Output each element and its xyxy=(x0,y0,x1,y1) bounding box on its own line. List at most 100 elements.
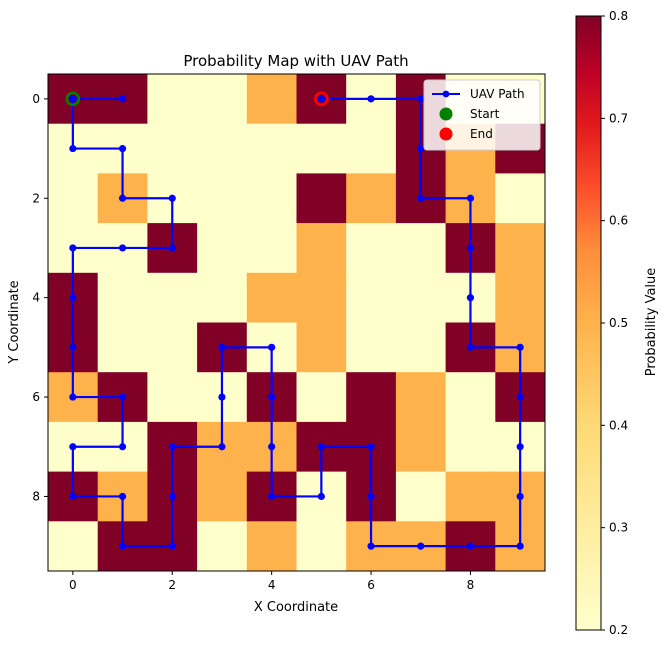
colorbar: 0.2 0.3 0.4 0.5 0.6 0.7 0.8 xyxy=(575,9,628,637)
heatmap-cell xyxy=(346,272,397,323)
uav-path-point xyxy=(268,443,276,451)
uav-path-point xyxy=(168,492,176,501)
heatmap-cell xyxy=(296,173,347,224)
uav-path-point xyxy=(69,144,77,153)
heatmap-cell xyxy=(147,123,198,174)
uav-path-point xyxy=(516,443,524,451)
heatmap-cell xyxy=(246,521,297,572)
heatmap-cell xyxy=(395,471,446,522)
uav-path-point xyxy=(118,393,127,401)
heatmap-cell xyxy=(147,272,198,323)
uav-path-point xyxy=(466,343,475,351)
colorbar-tick-label: 0.4 xyxy=(609,418,628,432)
heatmap-cell xyxy=(48,521,99,572)
uav-path-point xyxy=(69,244,77,252)
uav-path-point xyxy=(268,393,276,401)
heatmap-cell xyxy=(495,223,546,274)
y-axis-label: Y Coordinate xyxy=(7,280,22,364)
heatmap-cell xyxy=(445,471,496,522)
uav-path-point xyxy=(118,194,127,202)
heatmap-cell xyxy=(48,173,99,224)
end-marker xyxy=(314,91,329,107)
uav-path-point xyxy=(417,95,425,103)
heatmap-cell xyxy=(296,223,347,274)
y-tick-label: 4 xyxy=(32,291,40,305)
heatmap-cell xyxy=(197,173,248,224)
uav-path-point xyxy=(516,343,524,351)
colorbar-label: Probability Value xyxy=(644,268,659,377)
heatmap-cell xyxy=(197,223,248,274)
heatmap-cell xyxy=(346,322,397,373)
uav-path-point xyxy=(118,244,127,252)
uav-path-point xyxy=(118,542,127,550)
uav-path-point xyxy=(417,542,425,550)
plot-frame xyxy=(47,73,546,572)
heatmap-cell xyxy=(147,74,198,125)
start-marker xyxy=(65,91,81,107)
colorbar-tick-label: 0.2 xyxy=(609,623,628,637)
uav-path-point xyxy=(417,144,425,153)
heatmap-cell xyxy=(395,421,446,472)
legend-label: End xyxy=(470,127,493,141)
x-axis-label: X Coordinate xyxy=(254,600,338,615)
heatmap-cell xyxy=(495,272,546,323)
colorbar-tick-label: 0.6 xyxy=(609,214,628,228)
heatmap-cell xyxy=(346,173,397,224)
heatmap-cell xyxy=(246,74,297,125)
heatmap-cell xyxy=(296,272,347,323)
heatmap-cell xyxy=(147,322,198,373)
legend-box xyxy=(423,79,541,151)
uav-path-point xyxy=(317,95,325,103)
heatmap-cell xyxy=(246,173,297,224)
uav-path-point xyxy=(118,492,127,501)
uav-path-point xyxy=(516,492,524,501)
uav-path-point xyxy=(69,343,77,351)
colorbar-tick-label: 0.7 xyxy=(609,111,628,125)
heatmap-cell xyxy=(197,471,248,522)
uav-path-point xyxy=(317,492,325,501)
uav-path-point xyxy=(69,294,77,302)
uav-path-point xyxy=(69,95,77,103)
uav-path-point xyxy=(118,144,127,153)
heatmap-cell xyxy=(346,223,397,274)
x-tick-label: 4 xyxy=(268,578,276,592)
uav-path-line xyxy=(71,97,522,548)
uav-path-point xyxy=(417,194,425,202)
uav-path-point xyxy=(466,194,475,202)
uav-path-point xyxy=(118,443,127,451)
heatmap-cell xyxy=(147,372,198,423)
x-tick-label: 0 xyxy=(69,578,77,592)
uav-path-point xyxy=(466,542,475,550)
y-tick-label: 8 xyxy=(32,489,40,503)
colorbar-tick-label: 0.8 xyxy=(609,9,628,23)
legend: UAV Path Start End xyxy=(423,79,541,151)
uav-path-point xyxy=(466,294,475,302)
y-tick-label: 0 xyxy=(32,92,40,106)
heatmap-cell xyxy=(395,272,446,323)
uav-path-point xyxy=(69,393,77,401)
heatmap-cell xyxy=(296,372,347,423)
heatmap-cell xyxy=(197,521,248,572)
axes: 0 2 4 6 8 0 2 4 6 8 xyxy=(32,73,546,592)
heatmap-cell xyxy=(97,322,148,373)
heatmap-cell xyxy=(246,272,297,323)
y-tick-label: 2 xyxy=(32,191,40,205)
heatmap-cell xyxy=(346,123,397,174)
x-tick-label: 6 xyxy=(367,578,375,592)
colorbar-gradient xyxy=(575,15,602,631)
chart-title: Probability Map with UAV Path xyxy=(183,52,408,70)
uav-path-point xyxy=(168,542,176,550)
uav-path-point xyxy=(367,542,375,550)
uav-path-layer xyxy=(65,91,524,550)
heatmap-cell xyxy=(395,223,446,274)
heatmap-cell xyxy=(97,272,148,323)
x-tick-label: 8 xyxy=(467,578,475,592)
heatmap-cell xyxy=(395,322,446,373)
heatmap-cell xyxy=(296,521,347,572)
uav-path-point xyxy=(268,492,276,501)
heatmap-cell xyxy=(197,272,248,323)
heatmap-cell xyxy=(296,123,347,174)
heatmap-cell xyxy=(445,372,496,423)
legend-marker-start xyxy=(439,107,453,121)
